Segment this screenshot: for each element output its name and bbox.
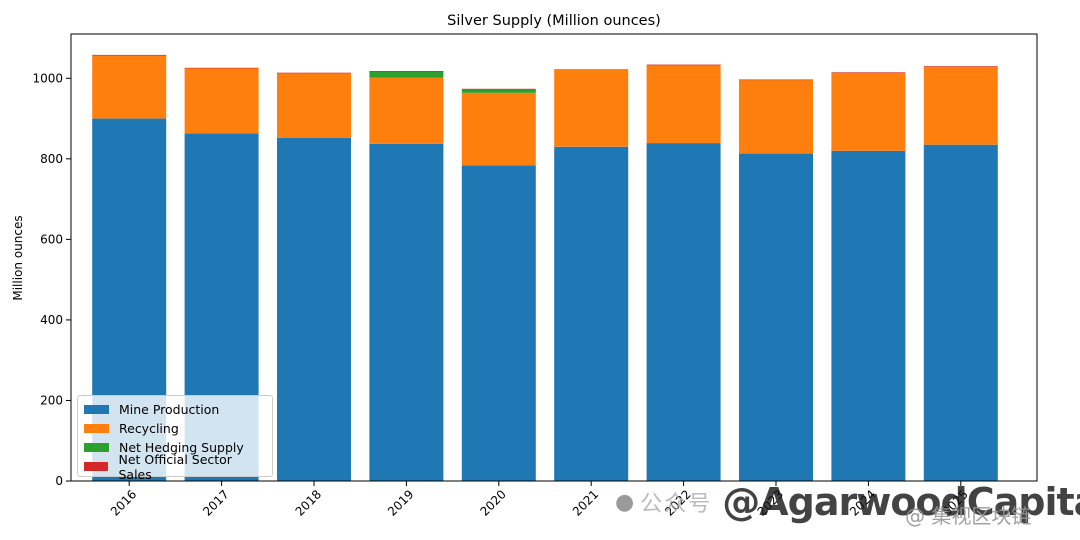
x-tick-label-2019: 2019 bbox=[385, 487, 416, 518]
legend-item: Net Hedging Supply bbox=[84, 438, 266, 457]
bar-net-official-sector-sales-2025 bbox=[923, 66, 998, 67]
bar-mine-production-2023 bbox=[739, 153, 813, 481]
bar-mine-production-2025 bbox=[923, 144, 998, 481]
legend: Mine Production Recycling Net Hedging Supp… bbox=[77, 395, 273, 482]
legend-item: Mine Production bbox=[84, 400, 266, 419]
bar-net-official-sector-sales-2017 bbox=[184, 67, 259, 69]
bar-recycling-2019 bbox=[369, 77, 444, 144]
bar-net-official-sector-sales-2022 bbox=[646, 64, 721, 66]
legend-label: Net Official Sector Sales bbox=[118, 451, 232, 482]
bar-recycling-2017 bbox=[184, 68, 259, 134]
x-tick-label-2016: 2016 bbox=[108, 487, 139, 518]
chart-title: Silver Supply (Million ounces) bbox=[447, 13, 661, 29]
legend-swatch bbox=[84, 405, 109, 414]
y-tick-label: 800 bbox=[40, 152, 63, 166]
x-tick-label-2018: 2018 bbox=[293, 487, 324, 518]
legend-label: Net Hedging Supply bbox=[119, 440, 244, 455]
legend-swatch bbox=[84, 424, 109, 433]
bar-mine-production-2019 bbox=[369, 143, 444, 481]
bar-mine-production-2020 bbox=[461, 165, 536, 482]
bar-mine-production-2021 bbox=[554, 146, 629, 482]
x-tick-label-2017: 2017 bbox=[200, 487, 231, 518]
x-tick-label-2020: 2020 bbox=[477, 487, 508, 518]
y-tick-label: 1000 bbox=[32, 71, 63, 85]
legend-label: Mine Production bbox=[119, 402, 220, 417]
bar-recycling-2020 bbox=[461, 92, 536, 166]
bar-net-official-sector-sales-2021 bbox=[554, 69, 629, 70]
y-axis: 0 200 400 600 800 1000 bbox=[32, 71, 71, 488]
bar-net-hedging-supply-2020 bbox=[461, 89, 536, 93]
bar-mine-production-2018 bbox=[277, 137, 351, 481]
y-axis-label: Million ounces bbox=[11, 215, 25, 300]
bar-recycling-2021 bbox=[554, 69, 629, 147]
watermark-brand: @AgarwoodCapital bbox=[722, 480, 1080, 524]
bar-net-official-sector-sales-2020 bbox=[461, 88, 536, 90]
bar-net-hedging-supply-2019 bbox=[369, 71, 444, 78]
legend-item: Recycling bbox=[84, 419, 266, 438]
legend-swatch bbox=[84, 443, 109, 452]
watermark: ● 公众号 @AgarwoodCapital bbox=[615, 472, 1080, 532]
bar-recycling-2024 bbox=[831, 72, 906, 151]
y-tick-label: 600 bbox=[40, 232, 63, 246]
bar-net-official-sector-sales-2024 bbox=[831, 72, 906, 73]
legend-item: Net Official Sector Sales bbox=[84, 452, 266, 482]
watermark-wechat-text: 公众号 bbox=[640, 492, 713, 517]
bar-net-official-sector-sales-2016 bbox=[92, 54, 167, 56]
bar-recycling-2025 bbox=[923, 66, 998, 145]
y-tick-label: 0 bbox=[55, 474, 63, 488]
bar-net-official-sector-sales-2023 bbox=[739, 79, 813, 81]
wechat-icon: ● bbox=[615, 489, 635, 515]
watermark-right: @ 集视区块链 bbox=[905, 504, 1032, 528]
bar-net-official-sector-sales-2018 bbox=[277, 72, 351, 74]
plot-frame bbox=[70, 33, 1038, 482]
bar-recycling-2018 bbox=[277, 73, 351, 138]
y-tick-label: 400 bbox=[40, 313, 63, 327]
bar-recycling-2016 bbox=[92, 55, 167, 119]
x-tick-label-2021: 2021 bbox=[570, 487, 601, 518]
y-tick-label: 200 bbox=[40, 393, 63, 407]
bar-mine-production-2022 bbox=[646, 143, 721, 481]
bar-recycling-2023 bbox=[739, 79, 813, 154]
bar-mine-production-2024 bbox=[831, 150, 906, 482]
legend-label: Recycling bbox=[119, 421, 179, 436]
bar-recycling-2022 bbox=[646, 65, 721, 144]
legend-swatch bbox=[84, 462, 109, 471]
bar-net-official-sector-sales-2019 bbox=[369, 71, 444, 72]
